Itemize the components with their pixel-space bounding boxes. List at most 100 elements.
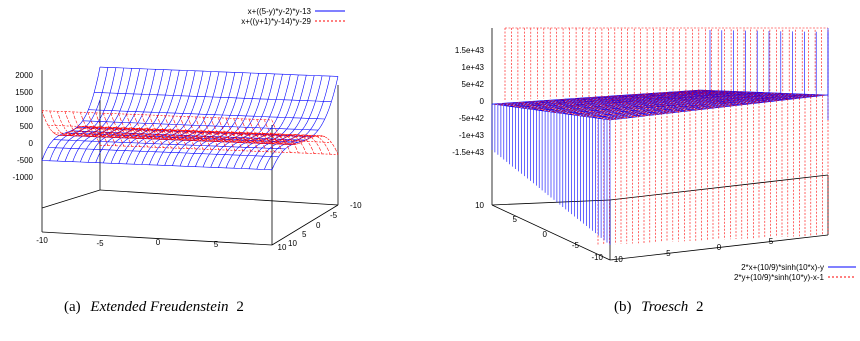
surface-a-series-2-mesh-line — [256, 146, 259, 152]
surface-a-series-1-mesh-line — [74, 152, 77, 157]
surface-a-series-2-mesh-line — [148, 137, 151, 139]
surface-a-series-1-mesh-line — [190, 144, 193, 148]
surface-a-series-2-mesh-line — [240, 141, 244, 143]
surface-a-series-1-mesh-line — [135, 77, 138, 87]
surface-a-series-1-mesh-line — [147, 94, 150, 102]
surface-a-series-1-mesh-line — [280, 121, 284, 126]
surface-a-series-1-mesh-line — [251, 147, 255, 151]
surface-a-series-2-mesh-line — [186, 139, 190, 141]
surface-a-series-2-mesh-line — [248, 146, 251, 152]
surface-a-series-1-mesh-line — [192, 70, 196, 81]
surface-a-series-1-mesh-line — [311, 75, 315, 85]
surface-a-series-2-mesh-line — [157, 129, 160, 131]
surface-a-series-1-mesh-line — [218, 97, 221, 104]
surface-a-series-1-mesh-line — [231, 123, 235, 127]
surface-a-series-1-mesh-line — [267, 148, 271, 151]
surface-b-mesh-line — [598, 94, 816, 119]
surface-a-series-2-mesh-line — [313, 139, 316, 142]
surface-a-series-1-mesh-line — [298, 141, 301, 143]
surface-a-series-1-mesh-line — [127, 130, 130, 133]
surface-b-mesh-line — [530, 91, 742, 110]
surface-a-series-1-mesh-line — [240, 143, 244, 146]
surface-a-series-1-mesh-line — [233, 143, 236, 146]
surface-a-series-2-mesh-line — [241, 118, 244, 125]
surface-a-series-1-mesh-line — [115, 115, 119, 120]
surface-a-series-1-mesh-line — [84, 148, 87, 153]
surface-a-series-1-mesh-line — [262, 82, 265, 92]
surface-a-series-1-mesh-line — [119, 122, 123, 126]
surface-a-series-2-mesh-line — [200, 132, 204, 136]
surface-a-series-1-mesh-line — [125, 111, 129, 116]
surface-a-series-1-mesh-line — [151, 107, 154, 113]
surface-b-mesh-line — [565, 92, 781, 115]
surface-a-series-1-mesh-line — [308, 113, 312, 119]
surface-a-series-1-mesh-line — [166, 124, 170, 127]
surface-a-series-1-mesh-line — [241, 163, 244, 169]
x-tick-b-2: 0 — [543, 230, 548, 239]
surface-a-series-2-mesh-line — [137, 141, 140, 147]
surface-a-series-1-mesh-line — [310, 107, 314, 114]
surface-a-series-1-mesh-line — [156, 159, 160, 166]
surface-a-series-1-mesh-line — [188, 88, 192, 97]
surface-a-series-1-mesh-line — [225, 162, 229, 169]
surface-b-mesh-line — [545, 92, 758, 112]
surface-a-series-1-mesh-line — [118, 158, 121, 164]
surface-a-series-1-mesh-line — [153, 101, 156, 108]
surface-a-series-1-mesh-line — [94, 137, 97, 140]
surface-a-series-2-mesh-line — [324, 136, 328, 139]
surface-a-series-2-mesh-line — [93, 126, 97, 131]
surface-a-series-2-mesh-line — [169, 143, 172, 149]
surface-a-series-1-mesh-line — [155, 148, 158, 152]
surface-a-series-2-mesh-line — [97, 118, 100, 124]
surface-a-series-1-mesh-line — [140, 139, 143, 142]
surface-b-mesh-line — [553, 92, 768, 113]
surface-a-series-1-mesh-line — [60, 147, 64, 152]
surface-a-series-1-mesh-line — [109, 85, 113, 94]
surface-a-series-1-mesh-line — [57, 155, 60, 162]
surface-a-series-1-mesh-line — [159, 107, 162, 113]
surface-a-series-1-mesh-line — [249, 98, 253, 106]
surface-a-series-1-mesh-line — [260, 156, 264, 160]
x-tick-b-3: -5 — [572, 241, 580, 250]
surface-a-series-2-mesh-line — [86, 135, 89, 137]
surface-a-series-1-mesh-line — [316, 113, 320, 119]
surface-a-series-1-mesh-line — [214, 137, 218, 139]
surface-a-series-2-mesh-line — [64, 111, 68, 118]
surface-a-series-1-mesh-line — [157, 87, 160, 95]
surface-a-series-2-mesh-line — [292, 141, 296, 143]
surface-a-series-2-mesh-line — [272, 147, 275, 153]
surface-a-series-1-mesh-line — [173, 87, 176, 96]
surface-a-series-1-mesh-line — [186, 96, 190, 103]
surface-a-series-2-mesh-line — [168, 136, 171, 138]
surface-a-series-1-mesh-line — [210, 96, 214, 104]
surface-a-series-1-mesh-line — [107, 114, 111, 119]
surface-a-series-1-mesh-line — [143, 131, 146, 133]
surface-a-series-1-mesh-line — [141, 86, 144, 95]
surface-a-series-2-mesh-line — [137, 124, 141, 130]
surface-a-series-1-mesh-line — [105, 141, 108, 145]
surface-a-series-2-mesh-line — [127, 137, 131, 142]
surface-a-series-1-mesh-line — [277, 83, 281, 93]
surface-a-series-2-mesh-line — [109, 136, 112, 138]
surface-a-series-1-mesh-line — [120, 142, 124, 145]
surface-a-series-2-mesh-line — [259, 139, 263, 142]
surface-a-series-1-mesh-line — [162, 116, 166, 121]
surface-a-series-1-mesh-line — [172, 126, 176, 130]
surface-b-mesh-line — [586, 93, 803, 118]
surface-a-series-1-mesh-line — [126, 158, 129, 165]
surface-a-series-1-mesh-line — [111, 105, 115, 111]
surface-a-series-2-mesh-line — [145, 130, 148, 134]
surface-a-series-1-mesh-line — [70, 136, 74, 139]
y-tick-a-2: 0 — [316, 221, 321, 230]
surface-a-series-2-mesh-line — [120, 119, 123, 125]
surface-a-series-2-mesh-line — [236, 138, 240, 141]
surface-a-series-2-mesh-line — [284, 140, 288, 143]
surface-a-series-1-mesh-line — [335, 76, 339, 86]
surface-a-series-1-mesh-line — [267, 91, 271, 100]
surface-a-series-1-mesh-line — [114, 150, 118, 155]
surface-a-series-1-mesh-line — [283, 92, 287, 100]
surface-a-series-2-mesh-line — [96, 129, 99, 132]
surface-a-series-1-mesh-line — [168, 101, 172, 108]
surface-a-series-1-mesh-line — [237, 155, 241, 160]
